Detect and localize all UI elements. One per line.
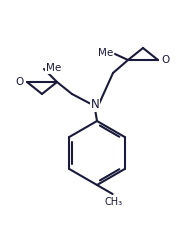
Text: O: O [162,55,170,65]
Text: Me: Me [98,48,113,58]
Text: Me: Me [46,63,61,73]
Text: N: N [91,99,99,112]
Text: O: O [15,77,23,87]
Text: CH₃: CH₃ [105,197,123,207]
